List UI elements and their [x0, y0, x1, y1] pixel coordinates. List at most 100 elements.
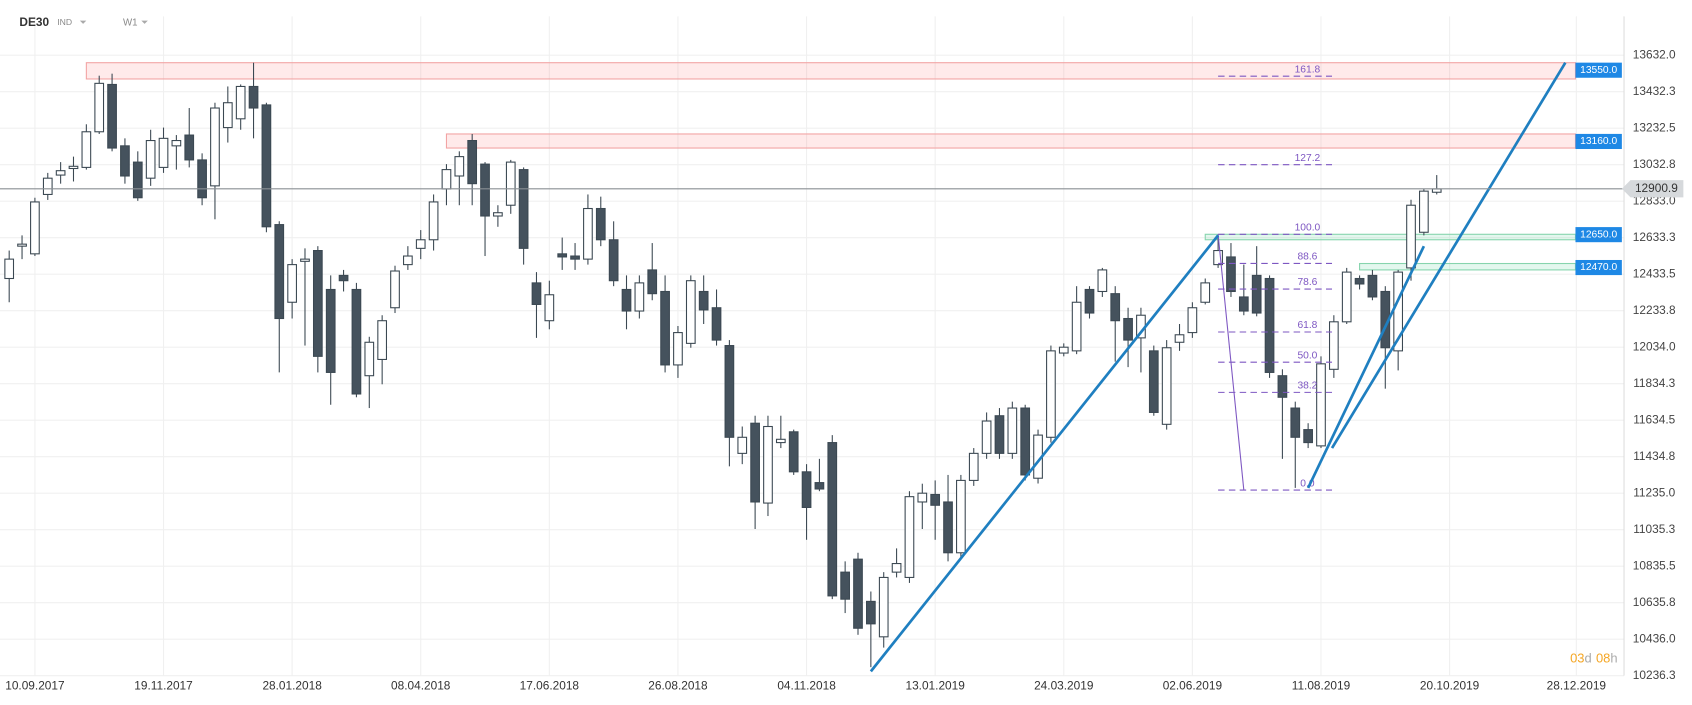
candle-body: [42, 177, 53, 195]
y-tick-label: 12233.8: [1633, 303, 1676, 317]
candle-body: [1200, 282, 1211, 303]
candle-body: [364, 341, 375, 377]
candle-body: [248, 85, 259, 109]
candle-body: [4, 258, 15, 280]
candle-body: [814, 482, 825, 490]
candle-body: [1046, 350, 1056, 438]
candle-body: [660, 290, 670, 366]
candle-body: [1123, 317, 1133, 341]
header: DE30 IND W1: [19, 15, 148, 29]
candle-body: [171, 140, 182, 147]
candle-body: [930, 493, 941, 506]
candle-body: [1110, 293, 1121, 322]
symbol[interactable]: DE30: [19, 15, 49, 29]
trend-line: [1330, 62, 1567, 449]
candle-body: [673, 332, 683, 366]
price-tag-label: 12650.0: [1580, 229, 1617, 240]
candle-body: [840, 571, 850, 600]
candle-body: [17, 243, 27, 247]
candle-body: [724, 345, 735, 438]
candle-body: [351, 288, 362, 395]
y-tick-label: 11834.3: [1633, 376, 1675, 390]
candle-body: [1367, 274, 1378, 298]
candle-body: [274, 224, 285, 320]
current-price-tag: [1621, 180, 1684, 198]
candle-body: [454, 156, 465, 177]
candle-body: [1316, 363, 1326, 447]
candle-body: [1277, 375, 1288, 398]
y-tick-label: 10635.8: [1633, 595, 1676, 609]
y-tick-label: 11434.8: [1633, 449, 1675, 463]
dropdown-caret[interactable]: [141, 20, 148, 24]
candle-body: [1148, 350, 1159, 413]
candle-body: [1020, 407, 1031, 476]
candle-body: [338, 274, 349, 282]
candle-body: [1174, 334, 1185, 343]
candle-body: [531, 282, 542, 305]
candle-body: [891, 563, 902, 573]
price-tag: [1575, 227, 1622, 243]
candle-body: [583, 207, 593, 260]
candle-body: [1007, 407, 1018, 454]
x-tick-label: 28.12.2019: [1547, 679, 1607, 693]
x-tick-label: 08.04.2018: [391, 679, 451, 693]
candle-body: [1084, 288, 1095, 314]
candle-body: [55, 170, 66, 176]
candle-body: [917, 492, 928, 503]
candle-body: [1071, 301, 1082, 352]
candle-body: [1226, 256, 1236, 293]
price-tag-label: 13160.0: [1580, 136, 1617, 147]
candle-body: [1303, 429, 1313, 444]
market[interactable]: IND: [57, 17, 72, 27]
candle-body: [647, 269, 658, 295]
x-tick-label: 10.09.2017: [5, 679, 64, 693]
countdown-unit: h: [1610, 651, 1617, 666]
candle-body: [1406, 204, 1416, 269]
x-tick-label: 24.03.2019: [1034, 679, 1094, 693]
candle-body: [197, 159, 207, 199]
y-tick-label: 13432.3: [1633, 84, 1676, 98]
zone: [85, 62, 1576, 80]
candle-body: [1161, 347, 1172, 425]
x-tick-label: 28.01.2018: [262, 679, 322, 693]
y-tick-label: 11634.5: [1633, 412, 1675, 426]
dropdown-caret[interactable]: [79, 20, 87, 24]
y-tick-label: 12433.5: [1633, 266, 1676, 280]
candle-body: [711, 307, 722, 341]
candle-body: [737, 436, 748, 454]
candle-body: [788, 431, 799, 473]
candle-body: [441, 169, 452, 190]
candle-body: [1097, 269, 1108, 293]
candle-body: [94, 82, 105, 133]
timeframe[interactable]: W1: [123, 17, 138, 28]
candle-body: [30, 201, 40, 255]
candle-body: [390, 270, 400, 309]
y-tick-label: 13032.8: [1633, 157, 1676, 171]
y-tick-label: 11235.0: [1633, 485, 1675, 499]
fib-label: 100.0: [1295, 223, 1321, 234]
candle-body: [801, 471, 812, 508]
candle-body: [1238, 296, 1249, 312]
candle-body: [956, 479, 966, 554]
zone: [1359, 262, 1576, 271]
y-tick-label: 12034.0: [1633, 339, 1676, 353]
candle-body: [312, 250, 323, 357]
candle-body: [557, 253, 568, 258]
candle-body: [750, 422, 760, 503]
candle-body: [184, 134, 195, 161]
x-tick-label: 11.08.2019: [1292, 679, 1351, 693]
candle-body: [981, 420, 992, 454]
candle-body: [300, 258, 310, 262]
zone: [445, 133, 1576, 149]
candle-body: [570, 255, 580, 260]
candle-body: [853, 558, 863, 629]
candle-body: [377, 320, 388, 360]
x-tick-label: 04.11.2018: [777, 679, 836, 693]
candle-body: [132, 161, 143, 199]
candle-body: [145, 140, 156, 179]
candle-body: [158, 137, 169, 168]
candle-body: [866, 600, 876, 625]
candle-body: [1290, 407, 1301, 438]
x-tick-label: 02.06.2019: [1163, 679, 1223, 693]
